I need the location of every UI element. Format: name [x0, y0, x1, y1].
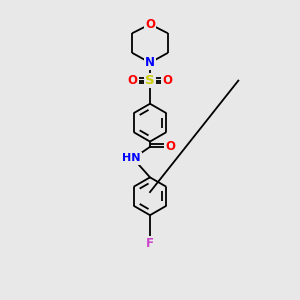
Text: S: S [145, 74, 155, 87]
Text: HN: HN [122, 153, 141, 164]
Text: O: O [165, 140, 176, 153]
Text: F: F [146, 237, 154, 250]
Text: N: N [145, 56, 155, 69]
Text: O: O [128, 74, 138, 87]
Text: O: O [162, 74, 172, 87]
Text: O: O [145, 18, 155, 31]
